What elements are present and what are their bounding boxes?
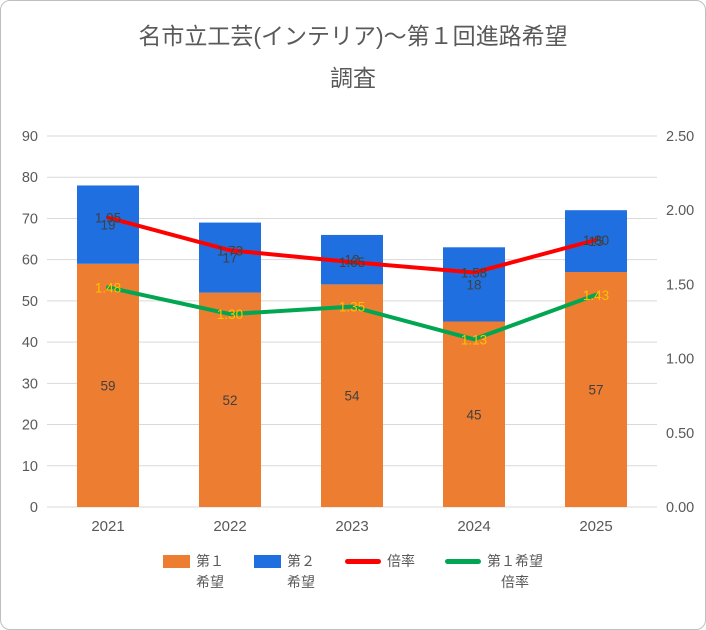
x-axis-label: 2025 <box>579 518 612 535</box>
x-axis-label: 2022 <box>213 518 246 535</box>
chart-title-line1: 名市立工芸(インテリア)～第１回進路希望 <box>138 23 568 49</box>
x-axis-label: 2024 <box>457 518 490 535</box>
left-axis-tick-label: 20 <box>22 418 38 434</box>
bar-label-second_choice: 19 <box>100 218 115 233</box>
legend-label-rate: 倍率 <box>387 553 415 569</box>
legend-item-first-choice[interactable]: 第１ 希望 <box>163 551 224 593</box>
bar-label-first_choice: 52 <box>222 393 237 408</box>
bar-segment-first_choice <box>565 272 627 507</box>
second-choice-swatch <box>254 555 281 568</box>
line-label-first_choice_rate: 1.43 <box>583 288 609 303</box>
x-axis-label: 2021 <box>91 518 124 535</box>
line-label-rate: 1.73 <box>217 243 243 258</box>
left-axis-tick-label: 0 <box>30 500 38 516</box>
legend-item-rate[interactable]: 倍率 <box>345 551 415 572</box>
bar-label-second_choice: 17 <box>222 251 237 266</box>
left-axis-tick-label: 40 <box>22 335 38 351</box>
line-label-first_choice_rate: 1.30 <box>217 307 243 322</box>
left-axis-tick-label: 30 <box>22 376 38 392</box>
line-first_choice_rate <box>106 285 598 342</box>
rate-line-swatch <box>345 559 381 564</box>
bar-label-second_choice: 15 <box>588 234 603 249</box>
x-axis-label: 2023 <box>335 518 368 535</box>
bar-segment-first_choice <box>321 284 383 507</box>
line-rate <box>106 215 598 275</box>
left-axis-tick-label: 50 <box>22 294 38 310</box>
left-axis-tick-label: 60 <box>22 253 38 269</box>
bar-segment-second_choice <box>199 222 261 293</box>
line-label-rate: 1.58 <box>461 266 487 281</box>
line-label-first_choice_rate: 1.35 <box>339 300 365 315</box>
line-label-rate: 1.65 <box>339 255 365 270</box>
first-choice-rate-line-swatch <box>445 559 481 564</box>
right-axis-tick-label: 2.00 <box>666 203 694 219</box>
legend-label-first-choice: 第１ 希望 <box>196 553 224 590</box>
bar-label-first_choice: 59 <box>100 378 115 393</box>
right-axis-tick-label: 1.00 <box>666 352 694 368</box>
legend-item-second-choice[interactable]: 第２ 希望 <box>254 551 315 593</box>
chart-legend: 第１ 希望 第２ 希望 倍率 第１希望 倍率 <box>1 551 705 593</box>
line-label-first_choice_rate: 1.13 <box>461 332 487 347</box>
bar-segment-second_choice <box>443 247 505 322</box>
right-axis-tick-label: 0.50 <box>666 426 694 442</box>
bar-segment-first_choice <box>199 292 261 507</box>
left-axis-tick-label: 70 <box>22 211 38 227</box>
right-axis-tick-label: 2.50 <box>666 129 694 145</box>
right-axis-tick-label: 0.00 <box>666 500 694 516</box>
plot-area: 0 10 20 30 40 50 60 70 80 90 0.00 0.50 1.00 1.50 2.00 2… <box>22 129 694 535</box>
left-axis-tick-label: 90 <box>22 129 38 145</box>
chart-title: 名市立工芸(インテリア)～第１回進路希望 調査 <box>1 1 705 99</box>
bar-segment-first_choice <box>443 321 505 507</box>
line-label-rate: 1.95 <box>95 211 121 226</box>
bar-label-first_choice: 54 <box>344 389 360 404</box>
line-label-rate: 1.80 <box>583 233 609 248</box>
right-axis-tick-label: 1.50 <box>666 277 694 293</box>
bar-label-second_choice: 12 <box>344 253 359 268</box>
line-label-first_choice_rate: 1.48 <box>95 280 121 295</box>
legend-label-first-choice-rate: 第１希望 倍率 <box>487 553 543 590</box>
bar-label-first_choice: 57 <box>588 383 603 398</box>
left-axis-tick-label: 10 <box>22 459 38 475</box>
first-choice-swatch <box>163 555 190 568</box>
chart-title-line2: 調査 <box>330 65 376 91</box>
bar-segment-first_choice <box>77 263 139 507</box>
bar-label-first_choice: 45 <box>466 407 481 422</box>
legend-label-second-choice: 第２ 希望 <box>287 553 315 590</box>
legend-item-first-choice-rate[interactable]: 第１希望 倍率 <box>445 551 543 593</box>
left-axis-tick-label: 80 <box>22 170 38 186</box>
bar-label-second_choice: 18 <box>466 277 481 292</box>
